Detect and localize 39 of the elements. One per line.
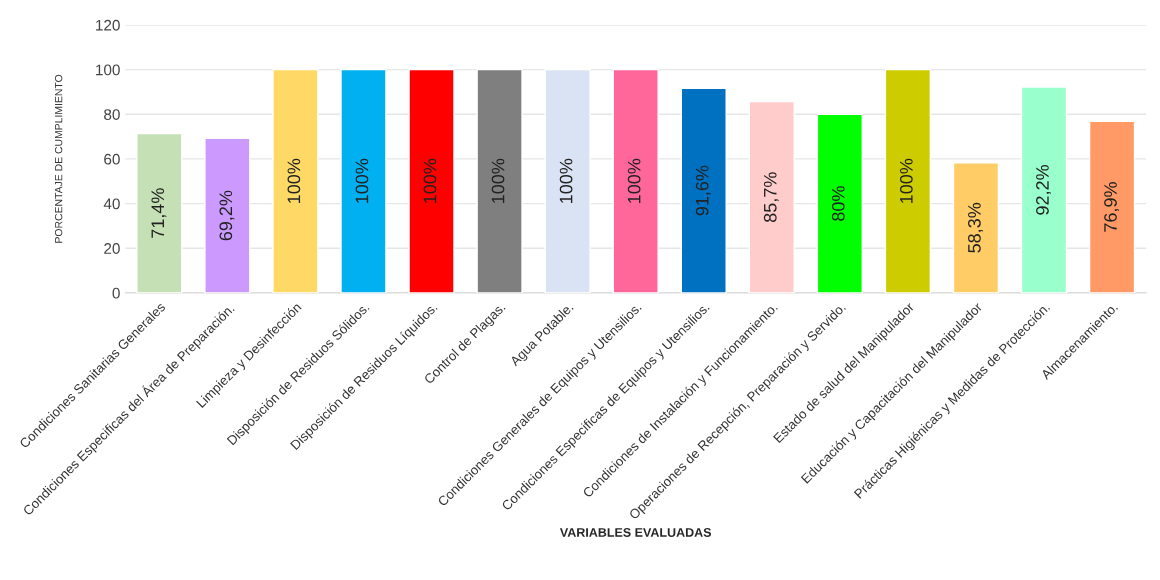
bar — [476, 68, 523, 293]
y-tick-label: 80 — [104, 109, 120, 120]
bar — [544, 68, 591, 293]
data-label: 92,2% — [1036, 165, 1051, 215]
y-tick-label: 20 — [104, 243, 120, 254]
data-label: 91,6% — [695, 165, 711, 216]
bar — [1088, 120, 1136, 293]
y-tick-label: 60 — [104, 153, 120, 165]
y-tick-label: 0 — [112, 287, 120, 299]
data-label: 100% — [491, 158, 505, 203]
data-label: 100% — [423, 158, 437, 203]
bar — [340, 68, 387, 293]
bar — [408, 68, 455, 293]
data-label: 100% — [559, 158, 573, 203]
y-tick-label: 100 — [96, 64, 120, 76]
y-tick-label: 120 — [96, 19, 120, 31]
y-tick-label: 40 — [103, 198, 120, 210]
bar — [1020, 86, 1068, 293]
bar — [816, 113, 863, 293]
data-label: 100% — [287, 158, 301, 203]
data-label: 80% — [831, 186, 845, 221]
data-label: 100% — [627, 158, 641, 203]
bar — [680, 87, 727, 293]
bar — [952, 162, 1000, 293]
bar — [272, 68, 319, 293]
data-label: 76,9% — [1104, 182, 1120, 232]
bar — [136, 132, 183, 293]
bar — [612, 68, 659, 293]
data-label: 58,3% — [968, 202, 983, 253]
data-label: 69,2% — [219, 190, 235, 241]
x-axis-title: VARIABLES EVALUADAS — [559, 528, 712, 537]
bar — [748, 100, 795, 293]
data-label: 71,4% — [151, 188, 167, 238]
data-label: 85,7% — [763, 172, 779, 223]
data-label: 100% — [355, 158, 369, 203]
y-axis-title: PORCENTAJE DE CUMPLIMIENTO — [54, 74, 63, 243]
bar — [884, 68, 932, 293]
data-label: 100% — [899, 158, 913, 203]
bar — [204, 137, 251, 293]
